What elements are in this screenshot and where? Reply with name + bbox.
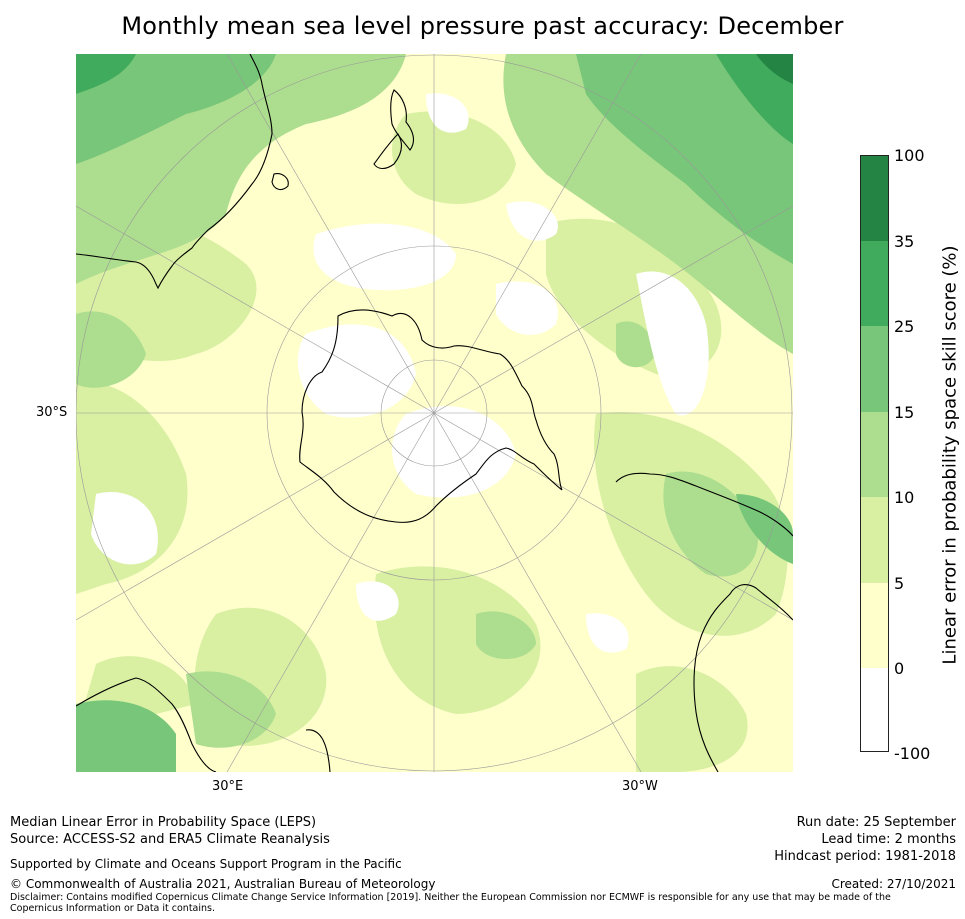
coastlines (76, 54, 793, 772)
footer-support: Supported by Climate and Oceans Support … (10, 857, 402, 871)
footer-source: Source: ACCESS-S2 and ERA5 Climate Reana… (10, 832, 330, 847)
footer-copyright: © Commonwealth of Australia 2021, Austra… (10, 877, 436, 891)
skill-regions-5-10 (76, 111, 788, 772)
chart-title: Monthly mean sea level pressure past acc… (121, 12, 844, 40)
skill-regions-25-35 (76, 54, 793, 144)
colorbar-bin-5-10 (861, 497, 888, 583)
colorbar-bin-10-15 (861, 412, 888, 497)
africa-coast (76, 677, 217, 772)
footer-leps: Median Linear Error in Probability Space… (10, 815, 317, 830)
footer-hindcast: Hindcast period: 1981-2018 (774, 849, 956, 864)
footer-run-date: Run date: 25 September (796, 815, 956, 830)
colorbar-tick: 25 (894, 317, 915, 336)
new-zealand-coast (390, 89, 415, 151)
colorbar-tick: -100 (894, 744, 931, 763)
colorbar (860, 155, 889, 752)
skill-regions-35-100 (756, 54, 793, 84)
lon-label-30e: 30°E (212, 779, 244, 794)
lon-label-30w: 30°W (622, 779, 658, 794)
colorbar-bin-0-5 (861, 583, 888, 668)
colorbar-bin-35-100 (861, 156, 888, 241)
antarctica-coast (299, 309, 563, 523)
colorbar-bin-15-25 (861, 326, 888, 412)
south-america-west-coast (693, 584, 793, 772)
colorbar-tick: 5 (894, 574, 905, 593)
australia-coast (76, 54, 273, 290)
colorbar-tick: 10 (894, 488, 915, 507)
lat-label-30s: 30°S (36, 405, 68, 420)
colorbar-tick: 35 (894, 232, 915, 251)
colorbar-label-text: Linear error in probability space skill … (939, 245, 961, 665)
map-svg (76, 54, 793, 772)
footer-lead-time: Lead time: 2 months (821, 832, 956, 847)
colorbar-bin-neg100-0 (861, 668, 888, 751)
footer-disclaimer: Disclaimer: Contains modified Copernicus… (10, 892, 891, 914)
colorbar-tick: 15 (894, 403, 915, 422)
polar-map (76, 54, 793, 772)
skill-regions-negative (91, 93, 709, 653)
footer-created: Created: 27/10/2021 (831, 877, 956, 891)
new-zealand-south-coast (373, 133, 403, 170)
tasmania-coast (271, 173, 289, 191)
colorbar-tick: 100 (894, 146, 925, 165)
south-america-coast (615, 472, 793, 537)
madagascar-coast (305, 729, 331, 772)
colorbar-bin-25-35 (861, 241, 888, 326)
graticule (76, 54, 793, 772)
colorbar-tick: 0 (894, 659, 905, 678)
skill-regions-15-25 (76, 54, 793, 772)
